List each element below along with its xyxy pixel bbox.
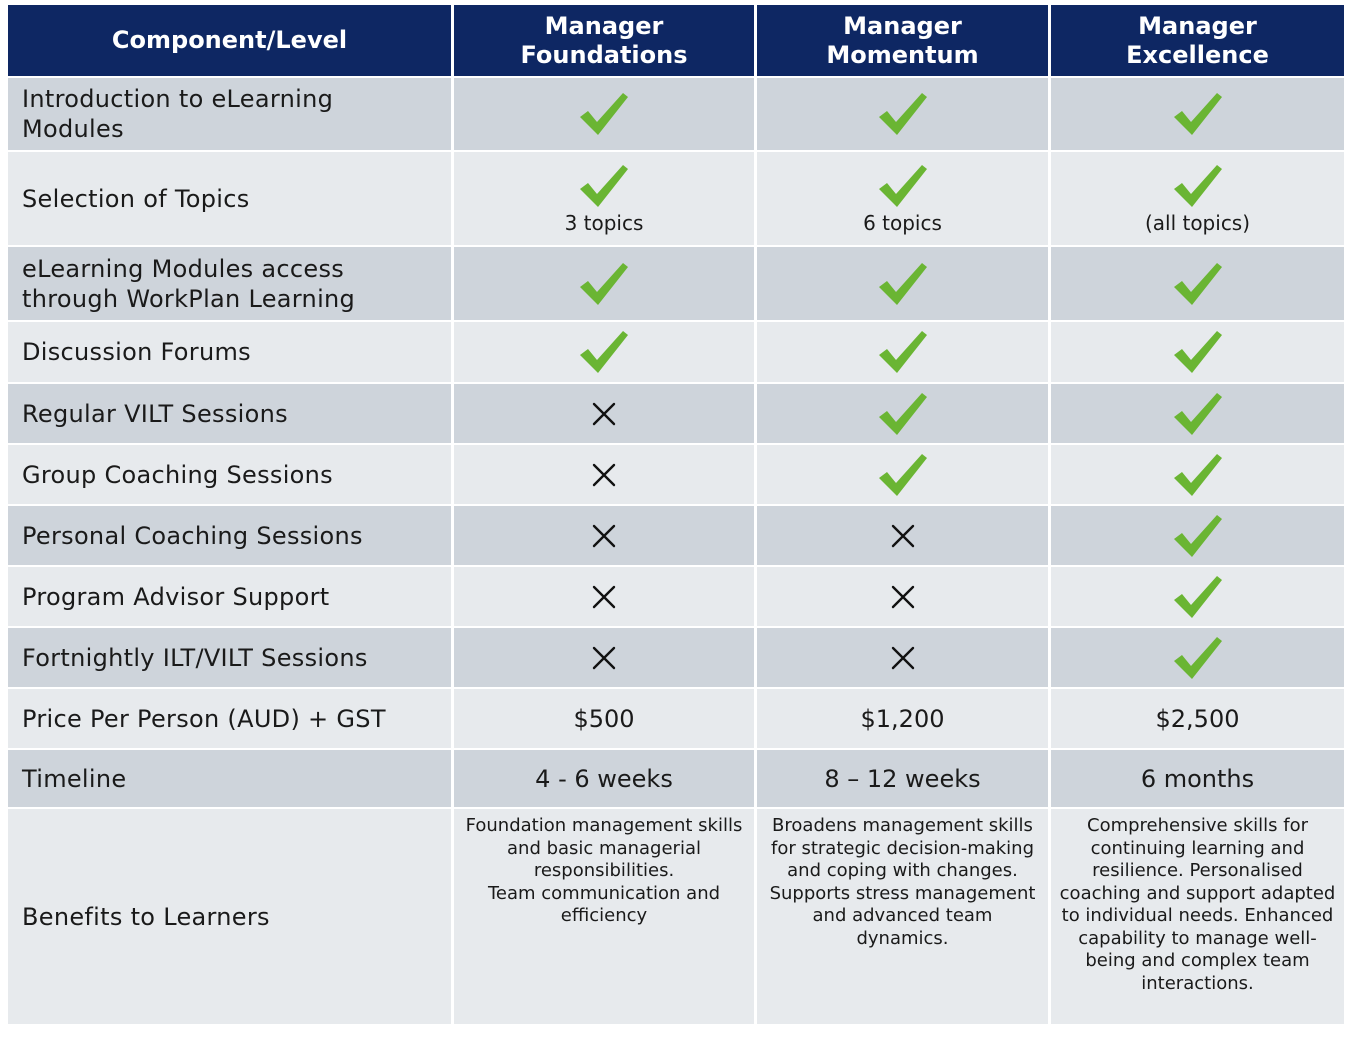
cross-icon [592,402,616,425]
check-icon [1173,93,1222,135]
price-cell: $500 [454,689,754,748]
table-cell [757,506,1048,565]
table-cell [757,445,1048,504]
table-cell [454,322,754,382]
check-icon [1173,164,1222,207]
benefit-cell: Foundation management skills and basic m… [454,809,754,1024]
table-cell [1051,247,1344,320]
row-label: Timeline [8,750,451,807]
header-component-level: Component/Level [8,5,451,76]
table-cell [757,628,1048,687]
table-cell [1051,78,1344,150]
header-manager-foundations: Manager Foundations [454,5,754,76]
table-cell [757,78,1048,150]
cell-text: 6 topics [863,210,942,235]
header-manager-excellence: Manager Excellence [1051,5,1344,76]
cell-text: $2,500 [1155,704,1240,733]
table-cell [1051,322,1344,382]
check-icon [878,331,927,373]
table-cell [454,567,754,626]
row-label: Benefits to Learners [8,809,451,1024]
row-label: Discussion Forums [8,322,451,382]
check-icon [1173,331,1222,373]
check-icon [580,262,628,305]
table-cell: 3 topics [454,152,754,245]
check-icon [580,331,628,373]
cell-text: 3 topics [564,210,644,235]
row-label: eLearning Modules access through WorkPla… [8,247,451,320]
cell-text: Comprehensive skills for continuing lear… [1059,815,1336,994]
table-cell [757,384,1048,443]
cell-text: 6 months [1140,764,1255,793]
check-icon [1173,636,1222,679]
benefit-cell: Comprehensive skills for continuing lear… [1051,809,1344,1024]
timeline-cell: 6 months [1051,750,1344,807]
table-cell [757,322,1048,382]
row-label: Personal Coaching Sessions [8,506,451,565]
row-label: Price Per Person (AUD) + GST [8,689,451,748]
check-icon [878,93,927,135]
row-label: Fortnightly ILT/VILT Sessions [8,628,451,687]
check-icon [1173,392,1222,435]
check-icon [1173,514,1222,557]
check-icon [878,392,927,435]
row-label: Selection of Topics [8,152,451,245]
price-cell: $1,200 [757,689,1048,748]
cross-icon [891,585,914,608]
check-icon [580,164,628,207]
check-icon [1173,262,1222,305]
table-cell [454,384,754,443]
check-icon [878,453,927,496]
table-cell [1051,384,1344,443]
table-cell [454,445,754,504]
table-cell [1051,628,1344,687]
cross-icon [592,646,616,669]
cross-icon [891,524,914,547]
table-cell [757,567,1048,626]
header-label: Component/Level [111,26,348,54]
row-label: Introduction to eLearning Modules [8,78,451,150]
benefit-cell: Broadens management skills for strategic… [757,809,1048,1024]
table-cell: (all topics) [1051,152,1344,245]
check-icon [878,262,927,305]
table-cell [1051,445,1344,504]
cell-text: $500 [573,704,635,733]
check-icon [1173,453,1222,496]
table-cell [757,247,1048,320]
header-manager-momentum: Manager Momentum [757,5,1048,76]
row-label: Regular VILT Sessions [8,384,451,443]
table-cell [454,78,754,150]
check-icon [878,164,927,207]
table-cell [1051,567,1344,626]
cell-text: $1,200 [860,704,945,733]
table-cell [1051,506,1344,565]
cell-text: (all topics) [1144,210,1251,235]
table-cell: 6 topics [757,152,1048,245]
cross-icon [891,646,914,669]
row-label: Program Advisor Support [8,567,451,626]
check-icon [1173,575,1222,618]
cell-text: 4 - 6 weeks [535,764,673,793]
table-cell [454,247,754,320]
cell-text: Foundation management skills and basic m… [465,815,743,926]
timeline-cell: 4 - 6 weeks [454,750,754,807]
check-icon [580,93,628,135]
price-cell: $2,500 [1051,689,1344,748]
cross-icon [592,585,616,608]
cross-icon [592,463,616,486]
table-cell [454,628,754,687]
timeline-cell: 8 – 12 weeks [757,750,1048,807]
comparison-table: Component/Level Manager Foundations Mana… [8,5,1344,1024]
cross-icon [592,524,616,547]
cell-text: Broadens management skills for strategic… [769,815,1036,949]
row-label: Group Coaching Sessions [8,445,451,504]
table-cell [454,506,754,565]
cell-text: 8 – 12 weeks [824,764,981,793]
